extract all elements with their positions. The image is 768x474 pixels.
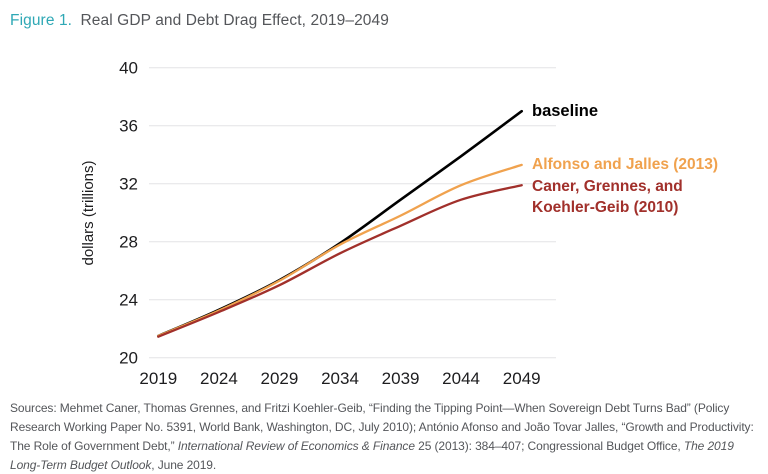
y-tick-label: 40 [119,59,138,78]
x-tick-label: 2049 [503,369,541,388]
series-line-baseline [157,109,523,338]
sources-note: Sources: Mehmet Caner, Thomas Grennes, a… [0,399,768,474]
source-text-segment: 25 (2013): 384–407; Congressional Budget… [414,439,684,453]
x-tick-label: 2039 [382,369,420,388]
series-line-alfonso-and-jalles-2013 [157,163,523,338]
series-label-caner-grennes-koehler-geib-2010: Caner, Grennes, and Koehler-Geib (2010) [532,178,683,216]
series-label-baseline: baseline [532,102,598,120]
series-label-alfonso-and-jalles-2013: Alfonso and Jalles (2013) [532,156,718,173]
y-axis-title: dollars (trillions) [80,160,97,265]
source-text-segment: International Review of Economics & Fina… [177,439,415,453]
series-label-line: Caner, Grennes, and [532,178,683,195]
x-tick-label: 2024 [200,369,238,388]
series-label-line: Koehler-Geib (2010) [532,199,678,216]
x-tick-label: 2044 [442,369,480,388]
y-tick-label: 28 [119,233,138,252]
y-tick-label: 24 [119,291,138,310]
series-label-line: baseline [532,102,598,120]
source-text-segment: Sources: Mehmet Caner, Thomas Grennes, a… [10,401,754,453]
figure-title-text: Real GDP and Debt Drag Effect, 2019–2049 [80,12,389,29]
x-tick-label: 2029 [260,369,298,388]
series-label-line: Alfonso and Jalles (2013) [532,156,718,173]
source-text-segment: , June 2019. [151,458,217,472]
y-tick-label: 20 [119,349,138,368]
figure-number-label: Figure 1. [10,12,73,29]
x-tick-label: 2019 [139,369,177,388]
source-text-segment: The 2019 Long-Term Budget Outlook [10,439,734,472]
figure-title: Figure 1. Real GDP and Debt Drag Effect,… [10,12,389,30]
series-line-caner-grennes-koehler-geib-2010 [157,184,523,338]
y-tick-label: 32 [119,175,138,194]
x-tick-label: 2034 [321,369,359,388]
y-tick-label: 36 [119,117,138,136]
